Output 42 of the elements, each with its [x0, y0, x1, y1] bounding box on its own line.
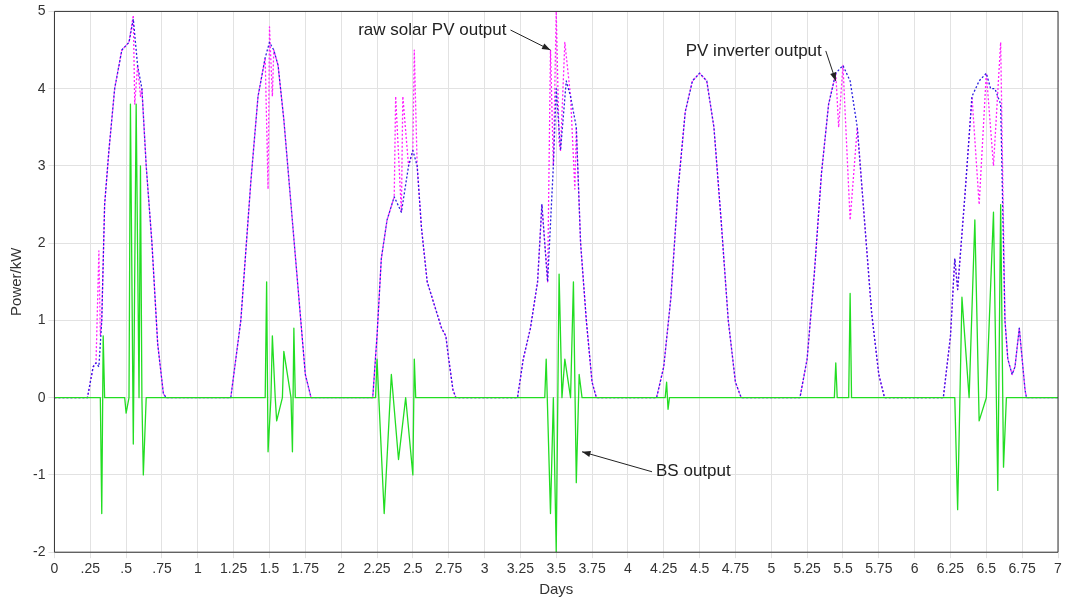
x-tick-label: 5.25 — [793, 560, 821, 577]
x-tick-label: .75 — [152, 560, 172, 577]
x-tick-label: 3.5 — [546, 560, 567, 577]
x-tick-label: 1 — [193, 560, 202, 577]
x-tick-label: 2.5 — [403, 560, 423, 577]
y-tick-label: -1 — [33, 465, 46, 482]
y-axis-title: Power/kW — [7, 246, 25, 316]
x-tick-label: 0 — [50, 560, 59, 577]
x-tick-label: 3.75 — [578, 560, 606, 577]
x-tick-label: 4.25 — [650, 560, 678, 577]
annotation: raw solar PV output — [358, 19, 507, 39]
x-tick-label: 5.5 — [833, 560, 853, 577]
x-tick-label: 2.25 — [363, 560, 391, 577]
x-tick-label: 1.5 — [259, 560, 280, 577]
x-tick-label: 4.5 — [689, 560, 710, 577]
annotation: PV inverter output — [685, 40, 823, 60]
y-tick-label: 0 — [37, 388, 46, 405]
x-tick-label: 5 — [767, 560, 776, 577]
x-tick-label: .25 — [80, 560, 101, 577]
x-tick-label: 5.75 — [865, 560, 893, 577]
y-tick-label: 4 — [37, 79, 46, 96]
x-tick-label: 6 — [910, 560, 919, 577]
y-tick-label: 2 — [37, 234, 46, 251]
annotation: BS output — [656, 461, 731, 481]
x-tick-label: 1.75 — [291, 560, 320, 577]
x-tick-label: 2 — [337, 560, 346, 577]
x-tick-label: 1.25 — [220, 560, 248, 577]
x-tick-label: 6.5 — [976, 560, 997, 577]
y-tick-label: 5 — [37, 2, 46, 19]
x-tick-label: 4 — [624, 560, 633, 577]
x-tick-label: 6.25 — [936, 560, 965, 577]
x-tick-label: .5 — [120, 560, 133, 577]
x-tick-label: 7 — [1054, 560, 1063, 577]
x-tick-label: 6.75 — [1008, 560, 1036, 577]
x-tick-label: 2.75 — [435, 560, 463, 577]
y-tick-label: -2 — [33, 543, 46, 560]
x-tick-label: 4.75 — [721, 560, 750, 577]
y-tick-label: 3 — [37, 156, 46, 173]
x-axis-title: Days — [539, 580, 574, 598]
y-tick-label: 1 — [37, 311, 46, 328]
x-tick-label: 3.25 — [506, 560, 535, 577]
x-tick-label: 3 — [480, 560, 489, 577]
